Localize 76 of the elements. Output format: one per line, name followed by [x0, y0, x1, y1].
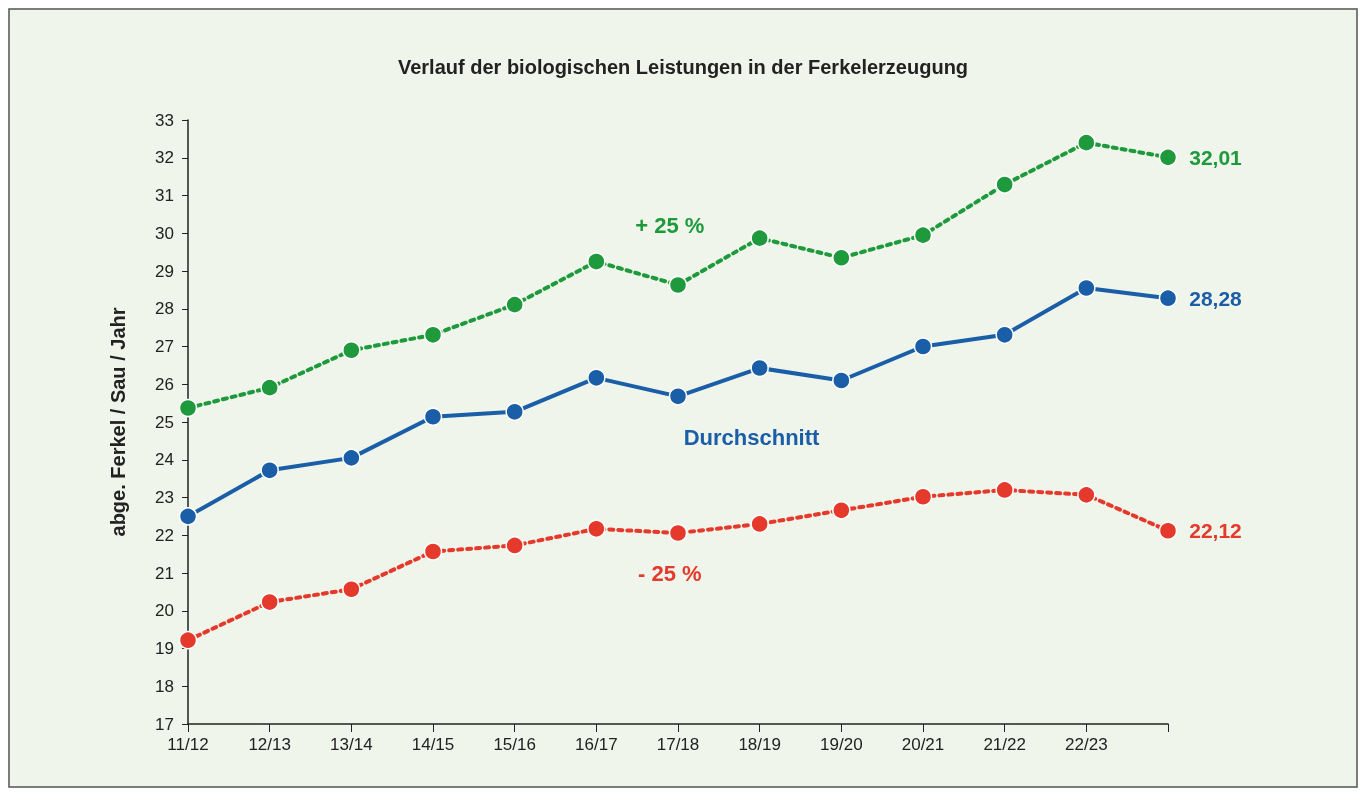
series-label: - 25 %	[638, 560, 702, 586]
point	[832, 501, 851, 520]
point	[1077, 133, 1096, 152]
data-label: 32,01	[1189, 145, 1243, 169]
point	[260, 461, 279, 480]
point	[832, 248, 851, 268]
y-tick-label: 33	[155, 110, 174, 130]
point	[668, 387, 688, 406]
point	[995, 175, 1014, 194]
y-tick-label: 17	[155, 714, 174, 734]
x-tick-label: 12/13	[248, 735, 291, 754]
x-tick-label: 15/16	[493, 735, 536, 754]
point	[260, 592, 279, 612]
point	[913, 225, 933, 245]
point	[1077, 485, 1096, 505]
point	[505, 536, 524, 555]
point	[913, 487, 933, 506]
y-tick-label: 21	[155, 563, 174, 583]
y-tick-label: 26	[155, 374, 174, 394]
y-tick-label: 30	[155, 223, 174, 243]
point	[668, 275, 688, 295]
point	[832, 371, 851, 390]
x-tick-label: 17/18	[656, 735, 700, 754]
point	[750, 514, 769, 534]
y-tick-label: 32	[155, 148, 174, 168]
x-tick-label: 13/14	[330, 735, 373, 754]
point	[423, 325, 443, 345]
point	[505, 402, 524, 422]
series-label: Durchschnitt	[683, 424, 820, 450]
point	[750, 228, 769, 248]
x-tick-label: 11/12	[167, 735, 209, 754]
point	[178, 398, 198, 418]
point	[342, 341, 361, 360]
y-tick-label: 18	[155, 676, 174, 696]
y-tick-label: 29	[155, 261, 174, 281]
point	[1158, 148, 1178, 167]
y-tick-label: 28	[155, 299, 174, 319]
point	[668, 523, 688, 543]
x-tick-label: 18/19	[738, 735, 781, 754]
x-tick-label: 21/22	[983, 735, 1026, 754]
y-tick-label: 22	[155, 525, 174, 545]
point	[995, 325, 1014, 345]
x-tick-label: 19/20	[820, 735, 863, 754]
point	[995, 480, 1014, 500]
point	[1158, 288, 1178, 308]
y-tick-label: 31	[155, 186, 174, 205]
point	[587, 368, 606, 388]
point	[423, 407, 443, 426]
x-tick-label: 22/23	[1065, 735, 1108, 754]
point	[1158, 521, 1178, 540]
point	[178, 630, 198, 650]
x-tick-label: 14/15	[411, 735, 455, 754]
point	[587, 252, 606, 271]
chart-title: Verlauf der biologischen Leistungen in der Ferkelerzeugung	[397, 56, 969, 78]
x-tick-label: 16/17	[575, 735, 618, 754]
point	[587, 519, 606, 539]
y-tick-label: 20	[155, 601, 174, 621]
y-tick-label: 27	[155, 337, 174, 356]
y-tick-label: 25	[155, 412, 174, 432]
point	[750, 358, 769, 378]
y-tick-label: 23	[155, 488, 174, 507]
y-axis-title: abge. Ferkel / Sau / Jahr	[107, 307, 129, 537]
point	[178, 507, 198, 526]
x-tick-label: 20/21	[901, 735, 945, 754]
point	[913, 337, 933, 356]
data-label: 28,28	[1189, 286, 1243, 310]
point	[423, 542, 443, 561]
point	[1077, 278, 1096, 298]
point	[342, 579, 361, 599]
series-label: + 25 %	[635, 213, 705, 239]
y-tick-label: 24	[155, 450, 174, 470]
point	[505, 295, 524, 314]
point	[260, 378, 279, 397]
data-label: 22,12	[1189, 519, 1242, 543]
point	[342, 448, 361, 468]
y-tick-label: 19	[155, 639, 174, 658]
